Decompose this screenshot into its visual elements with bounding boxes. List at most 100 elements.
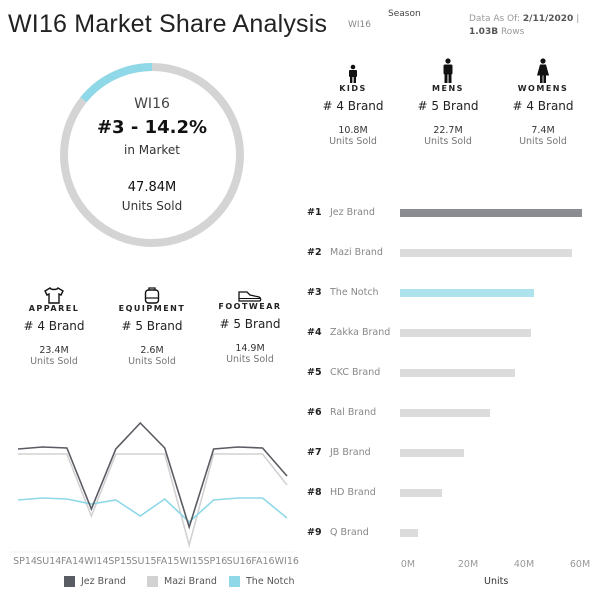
bar[interactable]	[400, 209, 582, 217]
bar-row[interactable]: #7 JB Brand	[307, 447, 597, 461]
x-tick-label: FA14	[61, 556, 85, 567]
legend-label: The Notch	[246, 576, 295, 587]
category-rank: # 4 Brand	[512, 99, 574, 113]
bar-label: Ral Brand	[330, 407, 377, 418]
x-tick-label: SP15	[108, 556, 133, 567]
category-units: 7.4M	[531, 125, 555, 136]
category-name: MENS	[432, 84, 464, 93]
legend-swatch	[64, 576, 75, 587]
bar-rank: #7	[307, 447, 322, 458]
x-tick-label: SU14	[36, 556, 62, 567]
category-units: 10.8M	[338, 125, 368, 136]
shoe-icon	[238, 291, 262, 302]
category-units-label: Units Sold	[329, 136, 377, 147]
bar-rank: #5	[307, 367, 322, 378]
season-filter-value[interactable]: WI16	[348, 20, 372, 30]
legend-label: Mazi Brand	[164, 576, 217, 587]
legend-item[interactable]: Jez Brand	[64, 576, 126, 587]
bar-row[interactable]: #2 Mazi Brand	[307, 247, 597, 261]
man-icon	[443, 58, 453, 83]
category-name: FOOTWEAR	[218, 302, 282, 311]
season-filter-label: Season	[388, 9, 421, 19]
category-rank: # 5 Brand	[121, 319, 183, 333]
category-womens[interactable]: WOMENS # 4 Brand 7.4M Units Sold	[498, 58, 588, 147]
x-tick-label: FA15	[156, 556, 180, 567]
category-units: 23.4M	[39, 345, 69, 356]
category-rank: # 5 Brand	[417, 99, 479, 113]
category-rank: # 4 Brand	[23, 319, 85, 333]
line-series-mazi-brand[interactable]	[18, 453, 288, 549]
category-name: KIDS	[339, 84, 367, 93]
bar-row[interactable]: #9 Q Brand	[307, 527, 597, 541]
bar-label: Mazi Brand	[330, 247, 383, 258]
category-units-label: Units Sold	[226, 354, 274, 365]
bar-rank: #4	[307, 327, 322, 338]
bar-label: CKC Brand	[330, 367, 381, 378]
bar-row[interactable]: #6 Ral Brand	[307, 407, 597, 421]
bar[interactable]	[400, 249, 572, 257]
bar-row[interactable]: #1 Jez Brand	[307, 207, 597, 221]
category-apparel[interactable]: APPAREL # 4 Brand 23.4M Units Sold	[9, 287, 99, 367]
bar[interactable]	[400, 409, 490, 417]
x-tick-label: WI16	[274, 556, 299, 567]
category-rank: # 5 Brand	[219, 317, 281, 331]
x-tick-label: 20M	[457, 559, 479, 570]
line-series-jez-brand[interactable]	[17, 421, 288, 530]
bar-rank: #6	[307, 407, 322, 418]
legend-item[interactable]: The Notch	[229, 576, 295, 587]
line-series-the-notch[interactable]	[17, 497, 288, 524]
bar-row[interactable]: #4 Zakka Brand	[307, 327, 597, 341]
market-share-ring	[60, 63, 244, 247]
bar-row[interactable]: #5 CKC Brand	[307, 367, 597, 381]
data-as-of: Data As Of: 2/11/2020 | 1.03B Rows	[469, 13, 579, 39]
data-as-of-date: 2/11/2020	[522, 14, 574, 24]
bar-row[interactable]: #8 HD Brand	[307, 487, 597, 501]
bar-label: Zakka Brand	[330, 327, 391, 338]
summary-rank-share: #3 - 14.2%	[96, 117, 208, 138]
category-equipment[interactable]: EQUIPMENT # 5 Brand 2.6M Units Sold	[107, 287, 197, 367]
ring-share-arc	[80, 63, 153, 103]
child-icon	[349, 64, 357, 83]
category-mens[interactable]: MENS # 5 Brand 22.7M Units Sold	[403, 58, 493, 147]
backpack-icon	[144, 287, 160, 304]
category-units-label: Units Sold	[519, 136, 567, 147]
row-count-label: Rows	[500, 27, 525, 37]
bar[interactable]	[400, 489, 442, 497]
x-tick-label: 60M	[569, 559, 591, 570]
summary-season: WI16	[134, 96, 170, 112]
x-tick-label: SU15	[131, 556, 157, 567]
bar[interactable]	[400, 369, 515, 377]
x-tick-label: WI15	[179, 556, 204, 567]
category-rank: # 4 Brand	[322, 99, 384, 113]
data-as-of-label: Data As Of:	[469, 14, 521, 24]
bar-rank: #3	[307, 287, 322, 298]
bar-rank: #8	[307, 487, 322, 498]
bar[interactable]	[400, 529, 418, 537]
category-name: APPAREL	[28, 304, 80, 313]
bar-chart-x-axis-title: Units	[484, 576, 509, 587]
summary-units-label: Units Sold	[121, 199, 183, 213]
bar[interactable]	[400, 329, 532, 337]
legend-item[interactable]: Mazi Brand	[147, 576, 217, 587]
legend-swatch	[229, 576, 240, 587]
bar[interactable]	[400, 289, 534, 297]
bar-rank: #1	[307, 207, 322, 218]
bar[interactable]	[400, 449, 465, 457]
category-footwear[interactable]: FOOTWEAR # 5 Brand 14.9M Units Sold	[205, 290, 295, 365]
x-tick-label: WI14	[84, 556, 109, 567]
x-tick-label: SU16	[226, 556, 252, 567]
bar-label: Jez Brand	[330, 207, 375, 218]
category-units-label: Units Sold	[30, 356, 78, 367]
bar-label: The Notch	[330, 287, 379, 298]
category-kids[interactable]: KIDS # 4 Brand 10.8M Units Sold	[308, 64, 398, 147]
x-tick-label: SP14	[13, 556, 37, 567]
x-tick-label: 0M	[400, 559, 416, 570]
bar-label: HD Brand	[330, 487, 376, 498]
x-tick-label: FA16	[251, 556, 275, 567]
season-trend-line-chart	[10, 421, 295, 553]
bar-row[interactable]: #3 The Notch	[307, 287, 597, 301]
bar-rank: #9	[307, 527, 322, 538]
bar-rank: #2	[307, 247, 322, 258]
summary-units: 47.84M	[127, 180, 177, 195]
legend-label: Jez Brand	[81, 576, 126, 587]
